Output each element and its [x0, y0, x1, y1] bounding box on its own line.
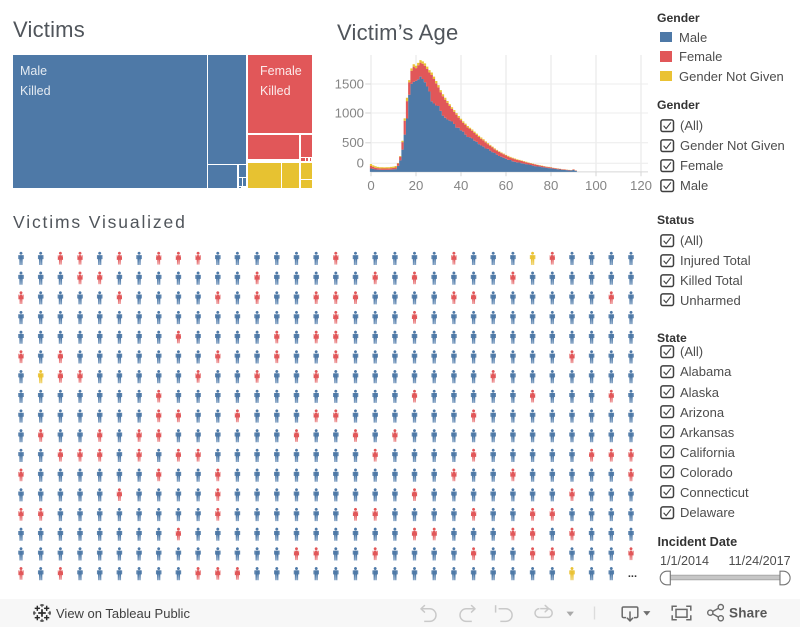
svg-text:60: 60	[499, 178, 514, 193]
svg-text:40: 40	[454, 178, 469, 193]
svg-text:100: 100	[585, 178, 607, 193]
svg-text:80: 80	[544, 178, 559, 193]
svg-text:1000: 1000	[335, 105, 364, 120]
svg-text:20: 20	[409, 178, 424, 193]
svg-text:1500: 1500	[335, 76, 364, 91]
svg-text:0: 0	[367, 178, 374, 193]
svg-text:0: 0	[357, 156, 364, 171]
svg-text:500: 500	[342, 135, 364, 150]
svg-text:...: ...	[628, 568, 637, 580]
svg-text:120: 120	[630, 178, 652, 193]
svg-text:Share: Share	[729, 606, 768, 621]
